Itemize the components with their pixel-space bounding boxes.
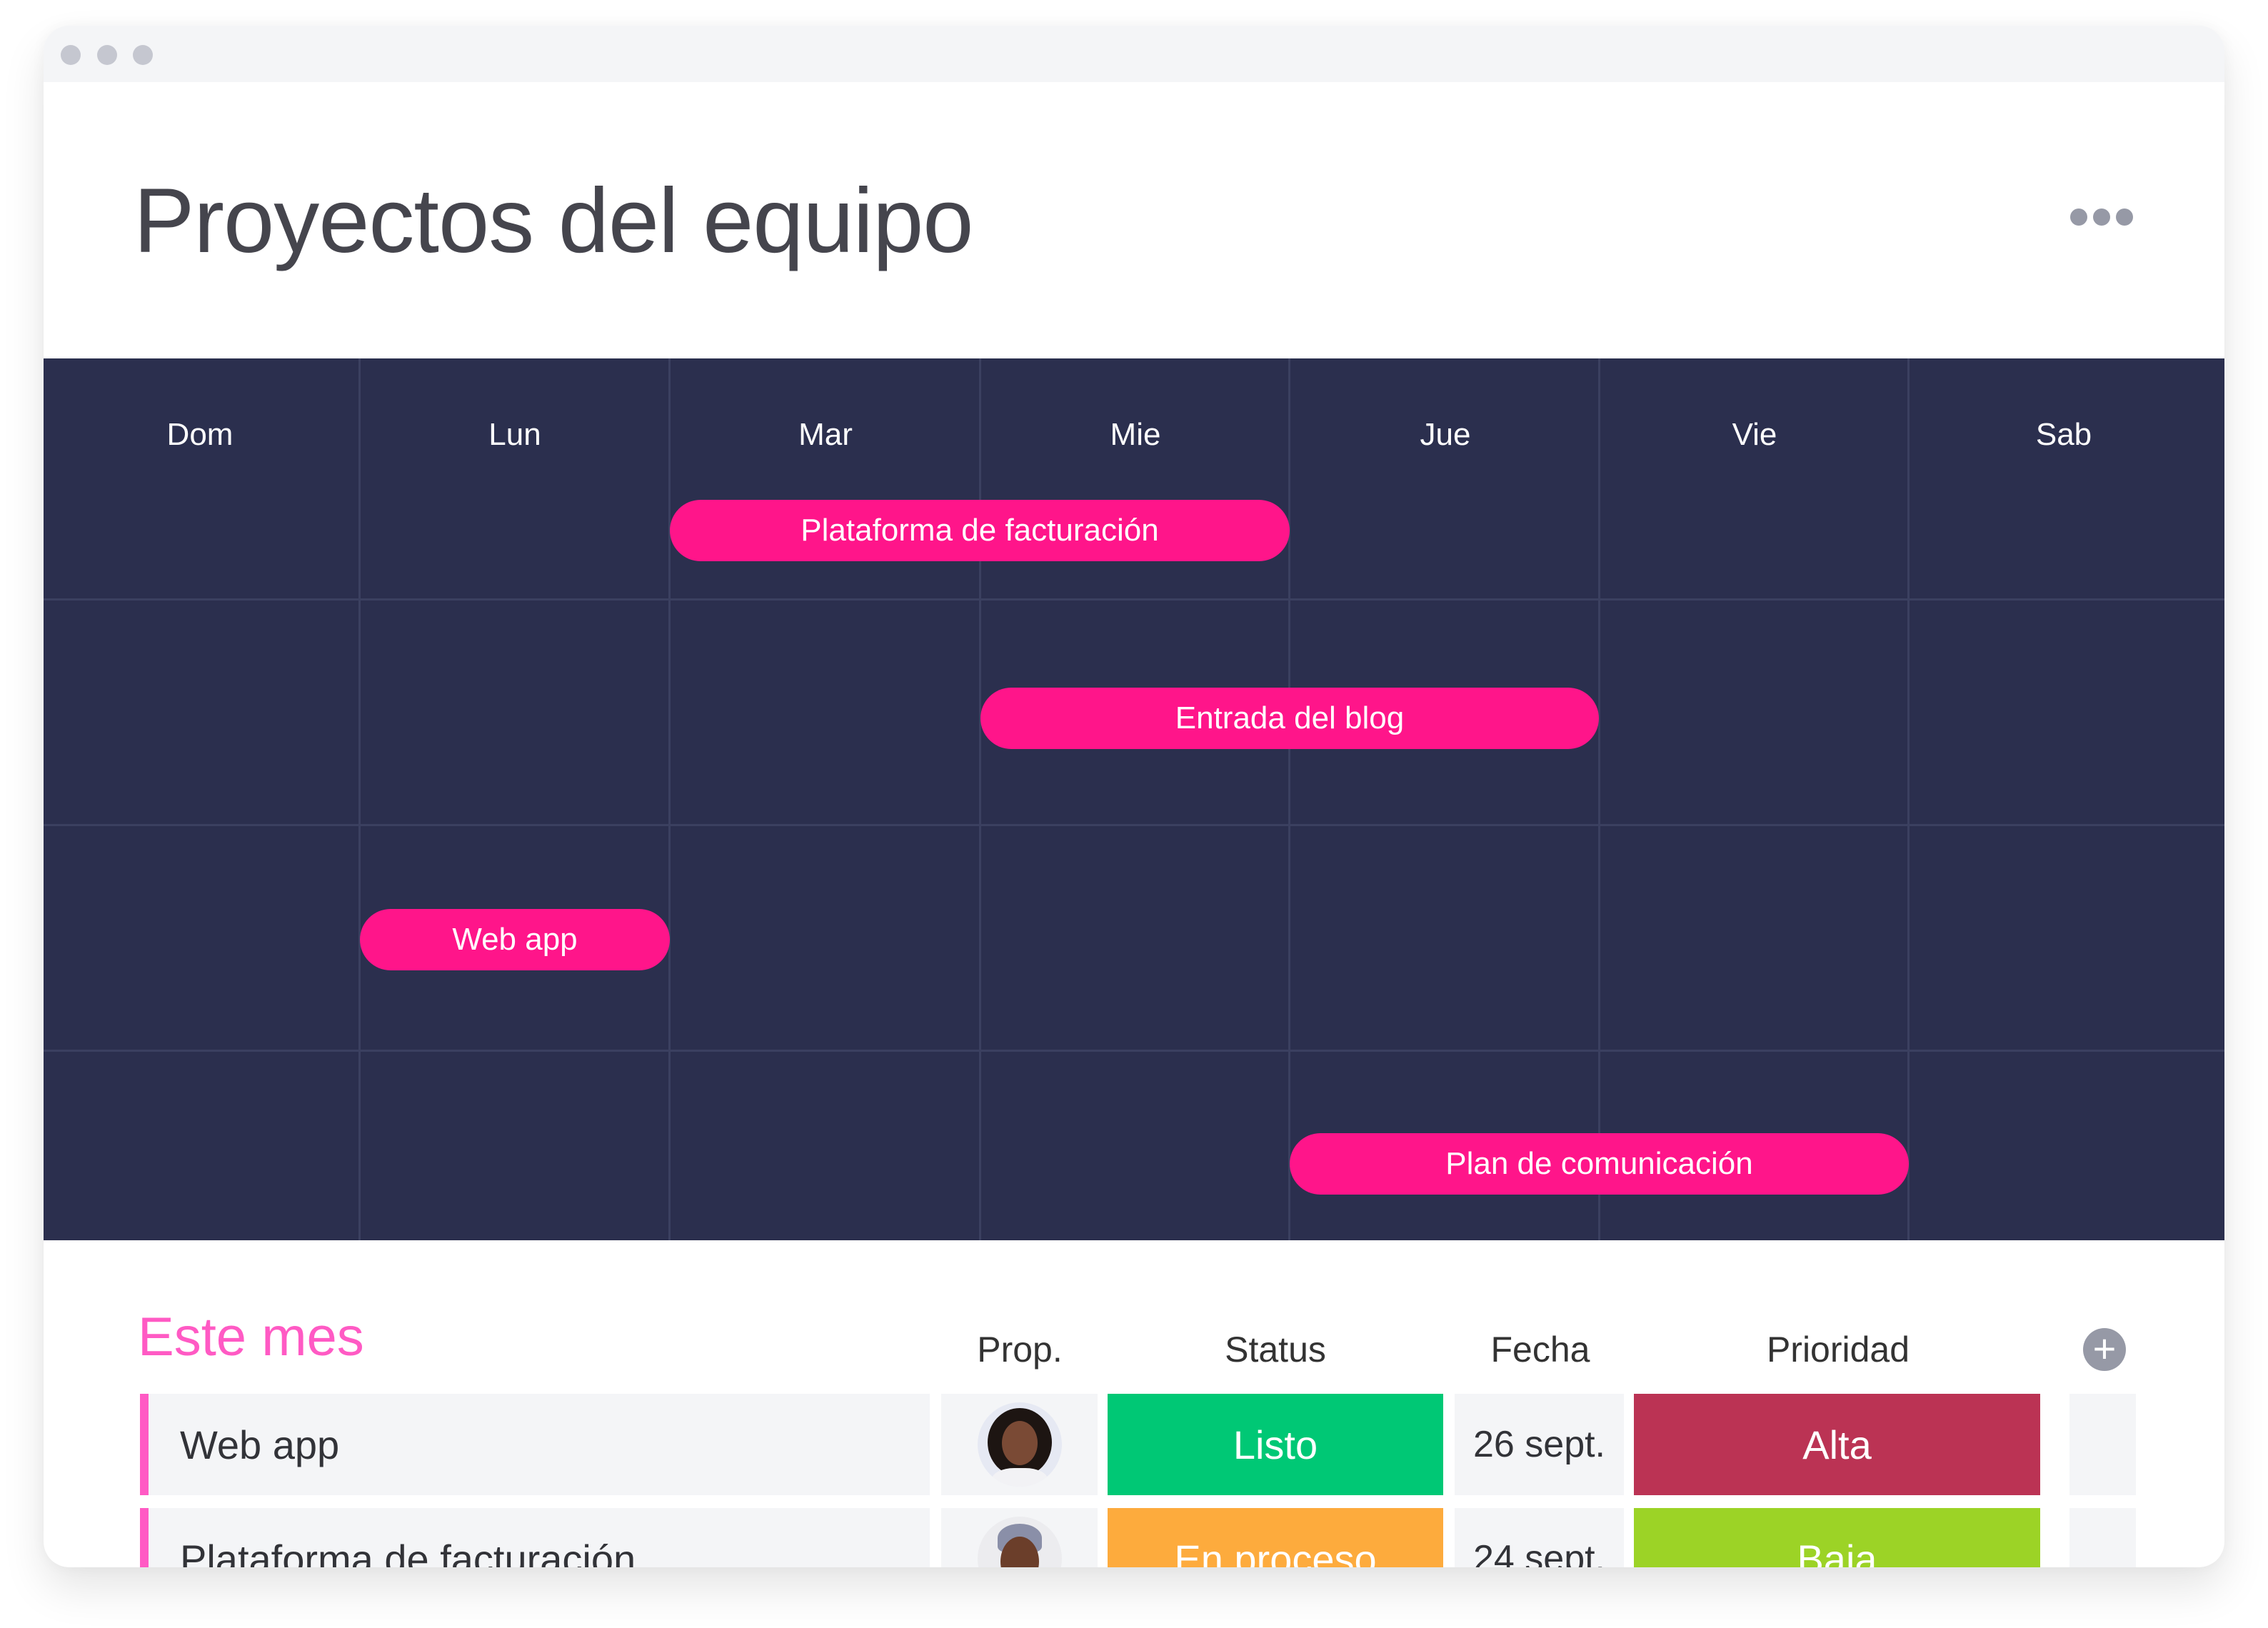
status-cell[interactable]: Listo: [1108, 1394, 1443, 1495]
owner-cell[interactable]: [941, 1394, 1098, 1495]
more-horizontal-icon: [2116, 208, 2133, 226]
more-horizontal-icon: [2070, 208, 2087, 226]
calendar-event[interactable]: Plan de comunicación: [1290, 1133, 1909, 1195]
grid-line: [44, 1050, 2224, 1052]
date-cell[interactable]: 26 sept.: [1455, 1394, 1624, 1495]
item-name[interactable]: Web app: [140, 1394, 930, 1495]
day-header-mar: Mar: [798, 417, 853, 452]
date-cell[interactable]: 24 sept.: [1455, 1508, 1624, 1567]
more-horizontal-icon: [2093, 208, 2110, 226]
empty-cell[interactable]: [2069, 1394, 2136, 1495]
group-title[interactable]: Este mes: [138, 1307, 364, 1367]
column-header-owner[interactable]: Prop.: [977, 1330, 1063, 1370]
day-header-lun: Lun: [488, 417, 541, 452]
avatar: [977, 1402, 1062, 1487]
calendar-week-view: Dom Lun Mar Mie Jue Vie Sab Plataforma d…: [44, 358, 2224, 1240]
window-titlebar: [44, 26, 2224, 82]
add-column-button[interactable]: +: [2083, 1328, 2126, 1371]
calendar-event[interactable]: Entrada del blog: [980, 688, 1599, 749]
grid-line: [1907, 358, 1910, 1240]
priority-cell[interactable]: Baja: [1634, 1508, 2040, 1567]
empty-cell[interactable]: [2069, 1508, 2136, 1567]
calendar-event[interactable]: Web app: [360, 909, 670, 970]
window-minimize-button[interactable]: [97, 45, 117, 65]
more-options-button[interactable]: [2070, 208, 2133, 226]
avatar: [977, 1517, 1062, 1567]
day-header-mie: Mie: [1110, 417, 1161, 452]
priority-cell[interactable]: Alta: [1634, 1394, 2040, 1495]
column-header-date[interactable]: Fecha: [1490, 1330, 1590, 1370]
column-header-status[interactable]: Status: [1225, 1330, 1326, 1370]
window-maximize-button[interactable]: [133, 45, 153, 65]
grid-line: [1288, 358, 1290, 1240]
day-header-dom: Dom: [166, 417, 234, 452]
day-header-sab: Sab: [2035, 417, 2092, 452]
grid-line: [979, 358, 981, 1240]
app-window: Proyectos del equipo Dom Lun Mar Mie Jue…: [44, 26, 2224, 1567]
grid-line: [44, 824, 2224, 826]
status-cell[interactable]: En proceso: [1108, 1508, 1443, 1567]
plus-circle-icon: +: [2092, 1326, 2117, 1371]
column-header-priority[interactable]: Prioridad: [1766, 1330, 1910, 1370]
grid-line: [358, 358, 361, 1240]
day-header-jue: Jue: [1420, 417, 1471, 452]
grid-line: [1598, 358, 1600, 1240]
item-name[interactable]: Plataforma de facturación: [140, 1508, 930, 1567]
owner-cell[interactable]: [941, 1508, 1098, 1567]
window-close-button[interactable]: [61, 45, 81, 65]
grid-line: [44, 598, 2224, 601]
day-header-vie: Vie: [1732, 417, 1777, 452]
calendar-event[interactable]: Plataforma de facturación: [670, 500, 1290, 561]
grid-line: [668, 358, 671, 1240]
page-title: Proyectos del equipo: [134, 170, 973, 272]
